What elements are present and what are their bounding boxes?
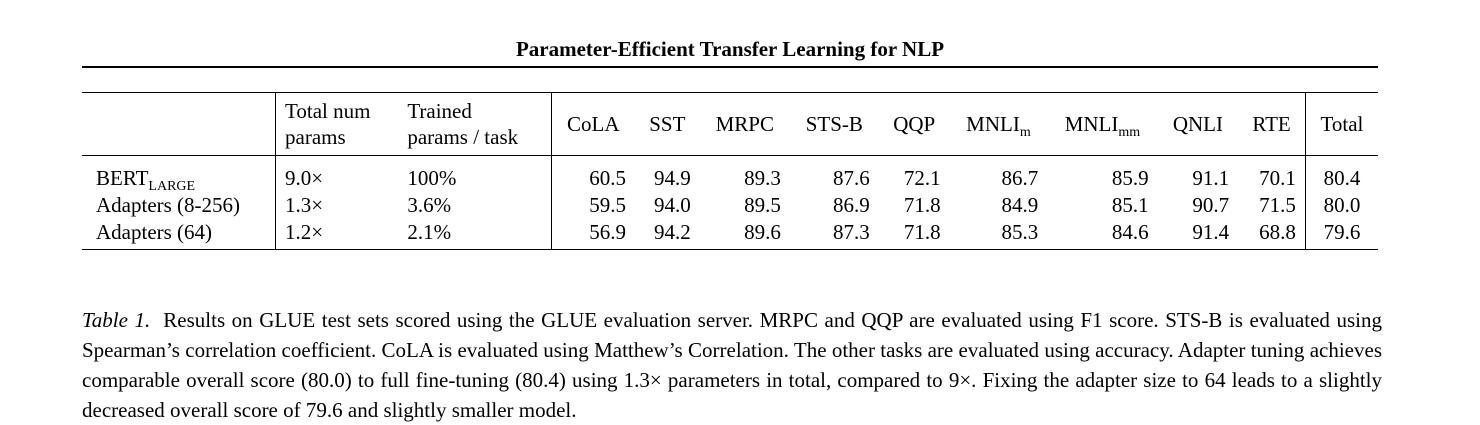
cell-mnli-m: 85.3 xyxy=(1001,219,1039,244)
table-row: BERTLARGE 9.0× 100% 60.5 94.9 89.3 87.6 … xyxy=(82,155,1378,194)
table-caption: Table 1. Results on GLUE test sets score… xyxy=(82,305,1382,425)
header-trained-params-line1: Trained xyxy=(407,99,472,123)
header-mnli-m-base: MNLI xyxy=(966,112,1020,136)
header-mnli-m: MNLIm xyxy=(949,92,1048,156)
header-mnli-mm: MNLImm xyxy=(1047,92,1158,156)
header-total: Total xyxy=(1305,92,1378,156)
cell-mnli-m: 84.9 xyxy=(1001,192,1039,217)
cell-model-base: Adapters (64) xyxy=(96,219,213,244)
header-stsb: STS-B xyxy=(789,92,879,156)
cell-qnli: 90.7 xyxy=(1192,192,1230,217)
cell-total: 79.6 xyxy=(1323,219,1361,244)
header-mnli-mm-sub: mm xyxy=(1118,125,1141,141)
cell-trained-params: 3.6% xyxy=(398,191,552,218)
running-title: Parameter-Efficient Transfer Learning fo… xyxy=(515,37,945,61)
cell-cola: 59.5 xyxy=(589,192,626,217)
header-mnli-mm-base: MNLI xyxy=(1064,112,1119,136)
cell-cola: 60.5 xyxy=(589,165,626,190)
cell-mrpc: 89.5 xyxy=(744,192,781,217)
cell-qqp: 72.1 xyxy=(903,165,941,190)
header-cola: CoLA xyxy=(551,92,635,156)
cell-model-sub: LARGE xyxy=(148,178,196,194)
header-qqp: QQP xyxy=(878,92,950,156)
cell-stsb: 86.9 xyxy=(833,192,870,217)
cell-total: 80.0 xyxy=(1323,192,1361,217)
header-qnli: QNLI xyxy=(1157,92,1239,156)
cell-stsb: 87.3 xyxy=(833,219,870,244)
cell-sst: 94.9 xyxy=(653,165,691,190)
cell-mnli-mm: 85.9 xyxy=(1111,165,1149,190)
cell-model-base: Adapters (8-256) xyxy=(96,192,241,217)
header-total-params-line2: params xyxy=(285,125,346,149)
cell-mrpc: 89.6 xyxy=(744,219,781,244)
cell-total-params: 1.2× xyxy=(285,219,324,244)
cell-rte: 68.8 xyxy=(1238,218,1306,250)
header-trained-params: Trained params / task xyxy=(398,92,552,156)
header-trained-params-line2: params / task xyxy=(407,125,519,149)
header-total-params-line1: Total num xyxy=(285,99,371,123)
caption-text: Results on GLUE test sets scored using t… xyxy=(82,308,1382,422)
cell-model: BERTLARGE xyxy=(82,155,276,194)
cell-qqp: 71.8 xyxy=(903,192,941,217)
cell-total-params: 1.3× xyxy=(285,192,324,217)
cell-qqp: 71.8 xyxy=(903,219,941,244)
cell-qnli: 91.1 xyxy=(1192,165,1230,190)
cell-trained-params: 2.1% xyxy=(398,218,552,250)
cell-model-base: BERT xyxy=(96,165,149,190)
cell-mnli-m: 86.7 xyxy=(1001,165,1039,190)
caption-label: Table 1. xyxy=(82,308,151,332)
table-row: Adapters (64) 1.2× 2.1% 56.9 94.2 89.6 8… xyxy=(82,218,1378,250)
cell-rte: 71.5 xyxy=(1238,191,1306,218)
table-header-row: Total num params Trained params / task C… xyxy=(82,92,1378,156)
header-total-params: Total num params xyxy=(275,92,399,156)
cell-total: 80.4 xyxy=(1323,165,1361,190)
cell-mnli-mm: 84.6 xyxy=(1111,219,1149,244)
header-model xyxy=(82,92,276,156)
cell-stsb: 87.6 xyxy=(833,165,870,190)
header-mnli-m-sub: m xyxy=(1019,125,1031,141)
table-row: Adapters (8-256) 1.3× 3.6% 59.5 94.0 89.… xyxy=(82,191,1378,218)
cell-model: Adapters (64) xyxy=(82,218,276,250)
header-rte: RTE xyxy=(1238,92,1306,156)
cell-qnli: 91.4 xyxy=(1192,219,1230,244)
cell-total-params: 9.0× xyxy=(285,165,324,190)
cell-sst: 94.2 xyxy=(653,219,691,244)
results-table: Total num params Trained params / task C… xyxy=(82,92,1378,250)
title-rule xyxy=(82,66,1378,68)
cell-rte: 70.1 xyxy=(1238,155,1306,191)
cell-sst: 94.0 xyxy=(653,192,691,217)
cell-cola: 56.9 xyxy=(589,219,626,244)
cell-trained-params: 100% xyxy=(398,155,552,191)
cell-model: Adapters (8-256) xyxy=(82,191,276,218)
header-sst: SST xyxy=(635,92,700,156)
cell-mnli-mm: 85.1 xyxy=(1111,192,1149,217)
header-mrpc: MRPC xyxy=(699,92,790,156)
cell-mrpc: 89.3 xyxy=(744,165,781,190)
